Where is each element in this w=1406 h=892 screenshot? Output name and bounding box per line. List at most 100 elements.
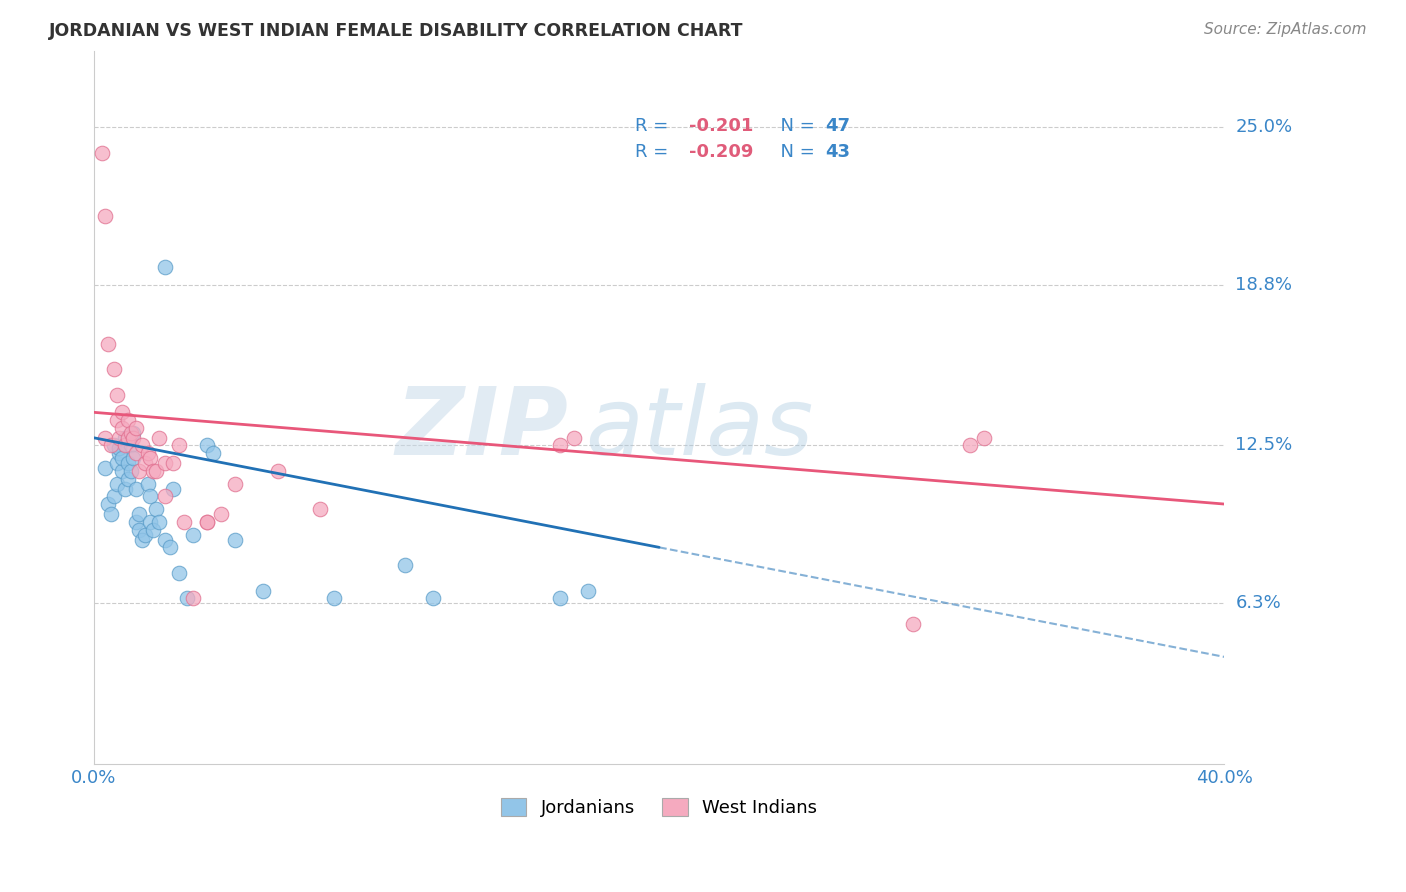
Point [148, 515, 170, 529]
Text: N =: N = [769, 143, 821, 161]
Point [105, 387, 128, 401]
Text: R =: R = [636, 143, 675, 161]
Point [136, 446, 159, 460]
Point [94, 461, 117, 475]
Point [224, 533, 246, 547]
Point [153, 533, 176, 547]
Point [91, 145, 114, 160]
Text: JORDANIAN VS WEST INDIAN FEMALE DISABILITY CORRELATION CHART: JORDANIAN VS WEST INDIAN FEMALE DISABILI… [49, 22, 744, 40]
Point [117, 472, 139, 486]
Point [422, 591, 444, 606]
Point [162, 482, 184, 496]
Text: 18.8%: 18.8% [1236, 276, 1292, 294]
Point [167, 566, 190, 580]
Point [100, 507, 122, 521]
Point [105, 456, 128, 470]
Point [114, 438, 136, 452]
Text: 6.3%: 6.3% [1236, 594, 1281, 613]
Point [125, 515, 148, 529]
Point [103, 438, 125, 452]
Point [139, 489, 162, 503]
Text: N =: N = [769, 117, 821, 135]
Point [131, 438, 153, 452]
Point [125, 446, 148, 460]
Point [548, 591, 571, 606]
Point [122, 451, 145, 466]
Point [959, 438, 981, 452]
Point [181, 591, 204, 606]
Point [562, 431, 585, 445]
Point [162, 456, 184, 470]
Text: ZIP: ZIP [395, 383, 568, 475]
Point [117, 431, 139, 445]
Text: R =: R = [636, 117, 675, 135]
Point [97, 497, 120, 511]
Point [195, 515, 218, 529]
Point [973, 431, 995, 445]
Point [128, 523, 150, 537]
Point [394, 558, 416, 573]
Point [128, 464, 150, 478]
Point [201, 446, 224, 460]
Point [105, 476, 128, 491]
Point [94, 209, 117, 223]
Point [142, 523, 165, 537]
Point [111, 451, 134, 466]
Point [111, 464, 134, 478]
Point [114, 482, 136, 496]
Point [117, 456, 139, 470]
Point [103, 489, 125, 503]
Point [105, 413, 128, 427]
Point [131, 533, 153, 547]
Point [125, 482, 148, 496]
Point [134, 527, 156, 541]
Point [100, 438, 122, 452]
Point [117, 413, 139, 427]
Point [94, 431, 117, 445]
Point [122, 425, 145, 440]
Point [145, 502, 167, 516]
Text: 25.0%: 25.0% [1236, 118, 1292, 136]
Point [159, 541, 181, 555]
Point [120, 464, 142, 478]
Point [139, 515, 162, 529]
Point [148, 431, 170, 445]
Point [136, 476, 159, 491]
Point [195, 438, 218, 452]
Point [173, 515, 195, 529]
Point [309, 502, 332, 516]
Point [145, 464, 167, 478]
Point [167, 438, 190, 452]
Point [111, 405, 134, 419]
Text: 12.5%: 12.5% [1236, 436, 1292, 454]
Legend: Jordanians, West Indians: Jordanians, West Indians [492, 789, 825, 826]
Point [97, 336, 120, 351]
Point [120, 438, 142, 452]
Point [125, 420, 148, 434]
Point [224, 476, 246, 491]
Point [266, 464, 288, 478]
Point [548, 438, 571, 452]
Text: -0.209: -0.209 [689, 143, 754, 161]
Point [128, 507, 150, 521]
Point [134, 456, 156, 470]
Point [153, 456, 176, 470]
Text: 47: 47 [825, 117, 851, 135]
Point [252, 583, 274, 598]
Point [578, 583, 600, 598]
Point [209, 507, 232, 521]
Point [181, 527, 204, 541]
Point [108, 446, 131, 460]
Point [108, 431, 131, 445]
Point [111, 420, 134, 434]
Point [122, 431, 145, 445]
Point [108, 441, 131, 455]
Point [103, 362, 125, 376]
Point [139, 451, 162, 466]
Text: Source: ZipAtlas.com: Source: ZipAtlas.com [1204, 22, 1367, 37]
Text: atlas: atlas [586, 384, 814, 475]
Text: -0.201: -0.201 [689, 117, 754, 135]
Point [153, 260, 176, 275]
Point [176, 591, 198, 606]
Text: 43: 43 [825, 143, 851, 161]
